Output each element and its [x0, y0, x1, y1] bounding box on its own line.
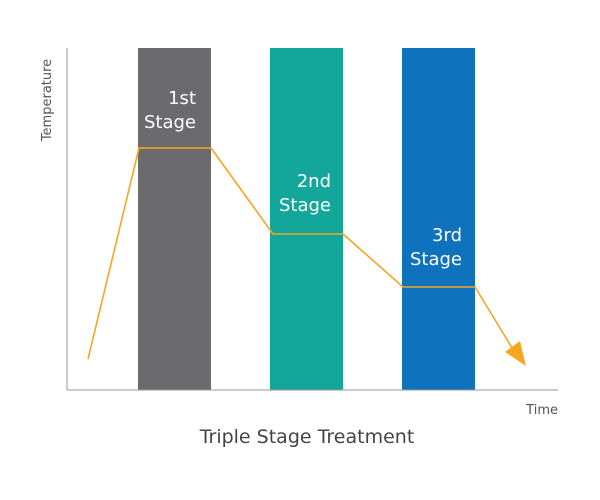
stage-1-label-line1: 1st [168, 88, 196, 109]
stage-2-label-line1: 2nd [297, 171, 331, 192]
x-axis-label: Time [525, 403, 558, 418]
stage-3-label-line1: 3rd [432, 225, 462, 246]
stage-3-label-line2: Stage [410, 249, 462, 270]
curve-arrowhead [505, 341, 526, 366]
diagram-title: Triple Stage Treatment [199, 426, 415, 448]
stage-3-band [402, 48, 475, 390]
stage-1-label-line2: Stage [144, 112, 196, 133]
stage-1-band [138, 48, 211, 390]
y-axis-label: Temperature [40, 59, 55, 142]
stage-2-label-line2: Stage [279, 195, 331, 216]
temperature-curve [87, 147, 518, 360]
stage-2-band [270, 48, 343, 390]
